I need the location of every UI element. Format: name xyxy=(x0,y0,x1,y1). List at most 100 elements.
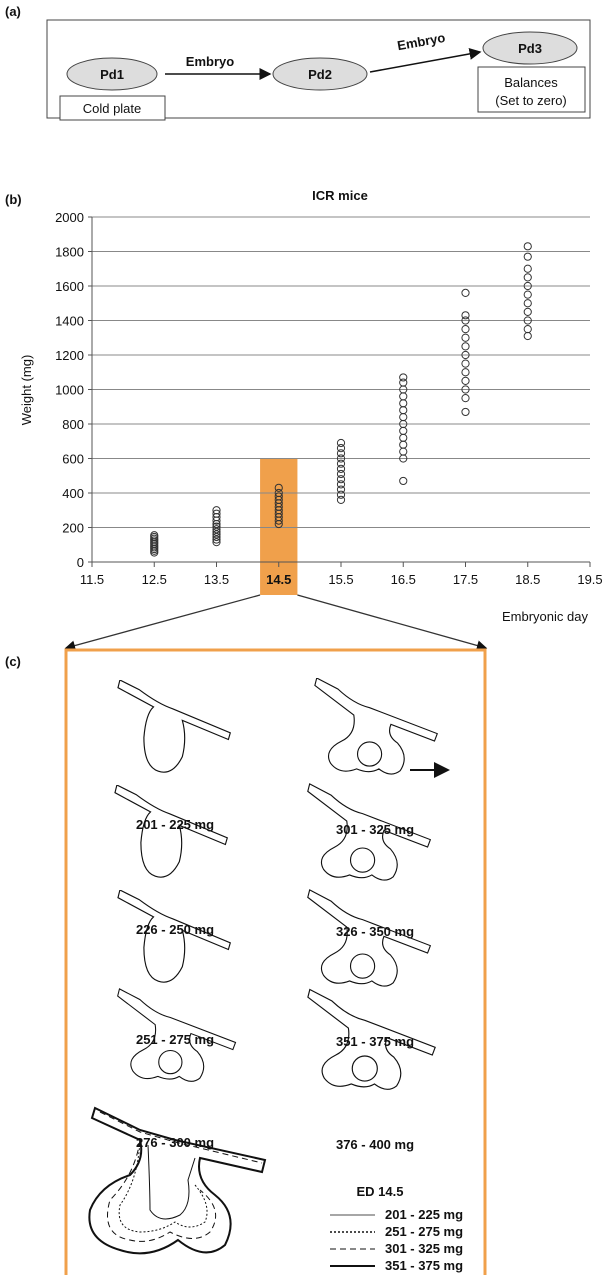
range-label: 301 - 325 mg xyxy=(336,822,414,837)
point xyxy=(212,532,221,542)
point xyxy=(399,413,408,422)
point xyxy=(212,506,221,515)
panel-label: (c) xyxy=(5,654,21,669)
point xyxy=(523,264,532,273)
note: Balances xyxy=(504,75,558,90)
point xyxy=(523,273,532,282)
point xyxy=(336,475,346,484)
point xyxy=(212,535,221,544)
point xyxy=(461,311,470,320)
point xyxy=(461,385,470,394)
point xyxy=(336,459,346,468)
y-axis-label: Weight (mg) xyxy=(19,355,34,426)
point xyxy=(461,325,470,334)
note-box xyxy=(477,66,586,113)
point xyxy=(212,509,221,518)
pointer-arrow xyxy=(297,594,488,651)
point xyxy=(336,449,346,458)
note: (Set to zero) xyxy=(495,93,567,108)
panel-label: (a) xyxy=(5,4,21,19)
point xyxy=(461,368,470,377)
y-tick-label: 600 xyxy=(62,452,84,467)
edge-label: Embryo xyxy=(396,30,446,53)
range-label: 226 - 250 mg xyxy=(136,922,214,937)
x-tick-label: 18.5 xyxy=(515,572,540,587)
point xyxy=(399,433,408,442)
y-tick-label: 1600 xyxy=(55,279,84,294)
point xyxy=(399,426,408,435)
y-tick-label: 1800 xyxy=(55,245,84,260)
x-tick-label: 17.5 xyxy=(453,572,478,587)
point xyxy=(399,373,408,382)
point xyxy=(212,527,221,536)
point xyxy=(336,469,346,479)
point xyxy=(212,522,221,531)
y-tick-label: 1400 xyxy=(55,314,84,329)
range-label: 376 - 400 mg xyxy=(336,1137,414,1152)
range-label: 201 - 225 mg xyxy=(136,817,214,832)
legend-label: 301 - 325 mg xyxy=(385,1241,463,1256)
note-box xyxy=(59,95,166,121)
node-label: Pd2 xyxy=(308,67,332,82)
point xyxy=(461,376,470,385)
point xyxy=(461,342,470,351)
point xyxy=(399,378,408,387)
point xyxy=(399,392,408,401)
node xyxy=(66,57,158,91)
point xyxy=(461,333,470,342)
y-tick-label: 800 xyxy=(62,417,84,432)
point xyxy=(523,242,532,251)
range-label: 351 - 375 mg xyxy=(336,1034,414,1049)
y-tick-label: 200 xyxy=(62,521,84,536)
legend-label: 351 - 375 mg xyxy=(385,1258,463,1273)
legend-label: 251 - 275 mg xyxy=(385,1224,463,1239)
pointer-arrow xyxy=(64,594,261,651)
point xyxy=(336,438,346,448)
x-tick-label: 13.5 xyxy=(204,572,229,587)
point xyxy=(523,331,532,341)
point xyxy=(399,447,408,456)
point xyxy=(461,394,470,403)
node xyxy=(482,31,578,65)
point xyxy=(399,406,408,415)
point xyxy=(523,316,532,325)
y-tick-label: 1000 xyxy=(55,383,84,398)
point xyxy=(336,485,346,494)
node-label: Pd1 xyxy=(100,67,124,82)
point xyxy=(461,288,470,297)
x-tick-label: 12.5 xyxy=(142,572,167,587)
point xyxy=(523,325,532,334)
point xyxy=(212,525,221,534)
point xyxy=(336,464,346,473)
point xyxy=(399,476,408,486)
x-tick-label: 16.5 xyxy=(391,572,416,587)
y-tick-label: 2000 xyxy=(55,210,84,225)
section-drawing xyxy=(314,678,438,775)
y-tick-label: 400 xyxy=(62,486,84,501)
point xyxy=(150,531,159,540)
point xyxy=(336,495,346,504)
point xyxy=(523,307,532,316)
y-tick-label: 0 xyxy=(77,555,84,570)
point xyxy=(336,490,346,499)
highlight xyxy=(260,458,298,595)
panel-box xyxy=(46,19,591,119)
point xyxy=(274,492,283,501)
point xyxy=(212,530,221,539)
point xyxy=(461,350,470,360)
range-label: 276 - 300 mg xyxy=(136,1135,214,1150)
x-tick-label: 15.5 xyxy=(328,572,353,587)
legend-label: 201 - 225 mg xyxy=(385,1207,463,1222)
point xyxy=(336,454,346,463)
legend-title: ED 14.5 xyxy=(357,1184,404,1199)
node xyxy=(272,57,368,91)
point xyxy=(399,399,408,408)
point xyxy=(461,359,470,368)
chart: ICR mice Weight (mg) Embryonic day 0 200 400 6… xyxy=(19,188,603,651)
point xyxy=(336,480,346,489)
chart-title: ICR mice xyxy=(312,188,368,203)
section-drawing xyxy=(117,680,231,773)
point xyxy=(461,316,470,325)
legend xyxy=(330,1214,375,1267)
node-label: Pd3 xyxy=(518,41,542,56)
